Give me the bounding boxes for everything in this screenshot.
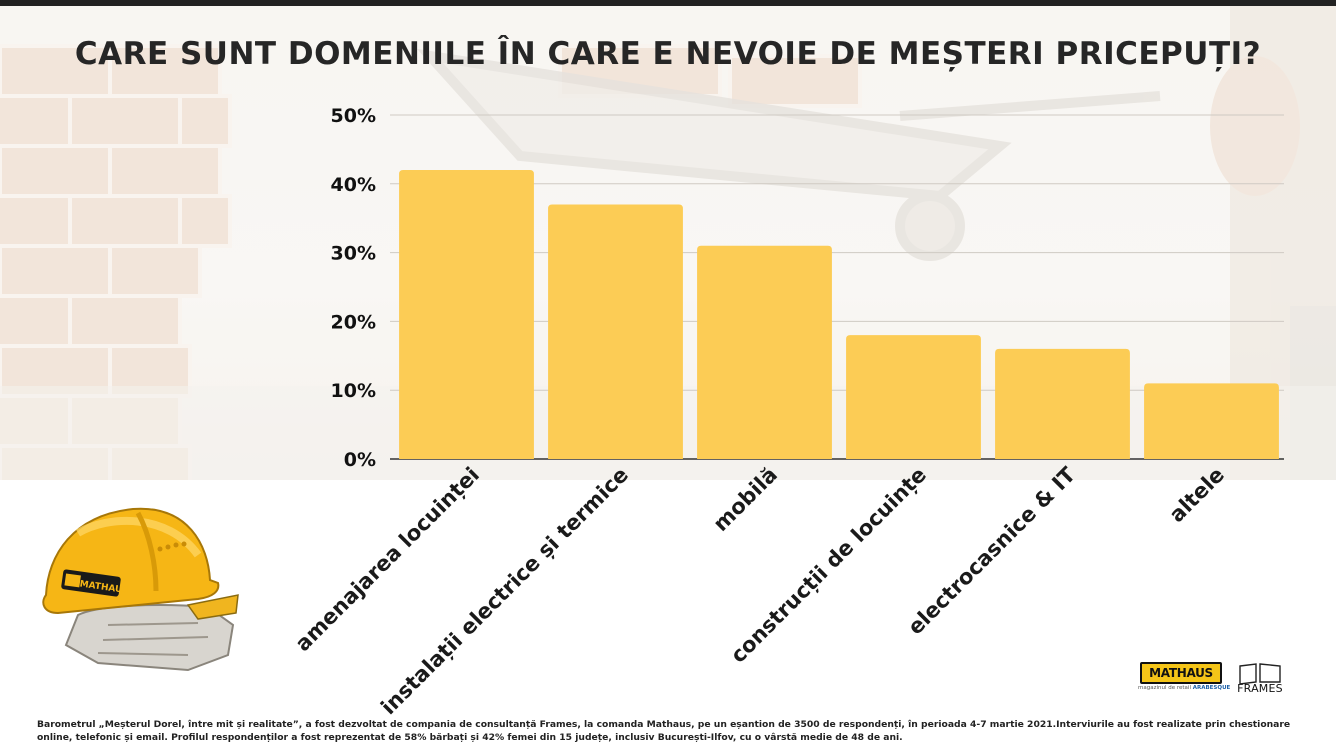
bar-layer (399, 170, 1279, 460)
x-tick-label: altele (1165, 463, 1229, 527)
brand-logos: MATHAUS magazinul de retail ARABESQUE FR… (1136, 660, 1296, 700)
y-tick-label: 0% (344, 449, 376, 471)
y-tick-label: 30% (331, 243, 376, 265)
footnote: Barometrul „Meșterul Dorel, între mit și… (37, 719, 1291, 743)
hard-hat: MATHAUS (42, 507, 220, 615)
x-tick-label: mobilă (709, 463, 782, 536)
top-strip (0, 0, 1336, 6)
mathaus-tagline-text: magazinul de retail (1138, 685, 1191, 691)
y-tick-label: 40% (331, 174, 376, 196)
frames-logo-text: FRAMES (1237, 682, 1283, 695)
y-tick-label: 10% (331, 380, 376, 402)
bar (548, 204, 683, 459)
mathaus-tagline: magazinul de retail ARABESQUE (1138, 685, 1230, 691)
x-tick-label: electrocasnice & IT (903, 462, 1080, 639)
y-tick-label: 20% (331, 311, 376, 333)
bar (399, 170, 534, 460)
bar (846, 335, 981, 459)
mathaus-logo: MATHAUS (1140, 662, 1222, 684)
chart-title: CARE SUNT DOMENIILE ÎN CARE E NEVOIE DE … (74, 36, 1262, 72)
y-tick-label: 50% (331, 105, 376, 127)
bar (697, 245, 832, 459)
frames-logo-icon (1239, 663, 1281, 685)
grid-layer (390, 114, 1284, 460)
arabesque-logo: ARABESQUE (1192, 685, 1231, 691)
bar (1144, 383, 1279, 459)
x-tick-label: instalații electrice și termice (376, 463, 633, 720)
work-gloves (64, 594, 239, 672)
helmet-illustration: MATHAUS (42, 507, 239, 672)
bar (995, 348, 1130, 459)
y-axis-ticks: 0% 10% 20% 30% 40% 50% (331, 105, 376, 471)
